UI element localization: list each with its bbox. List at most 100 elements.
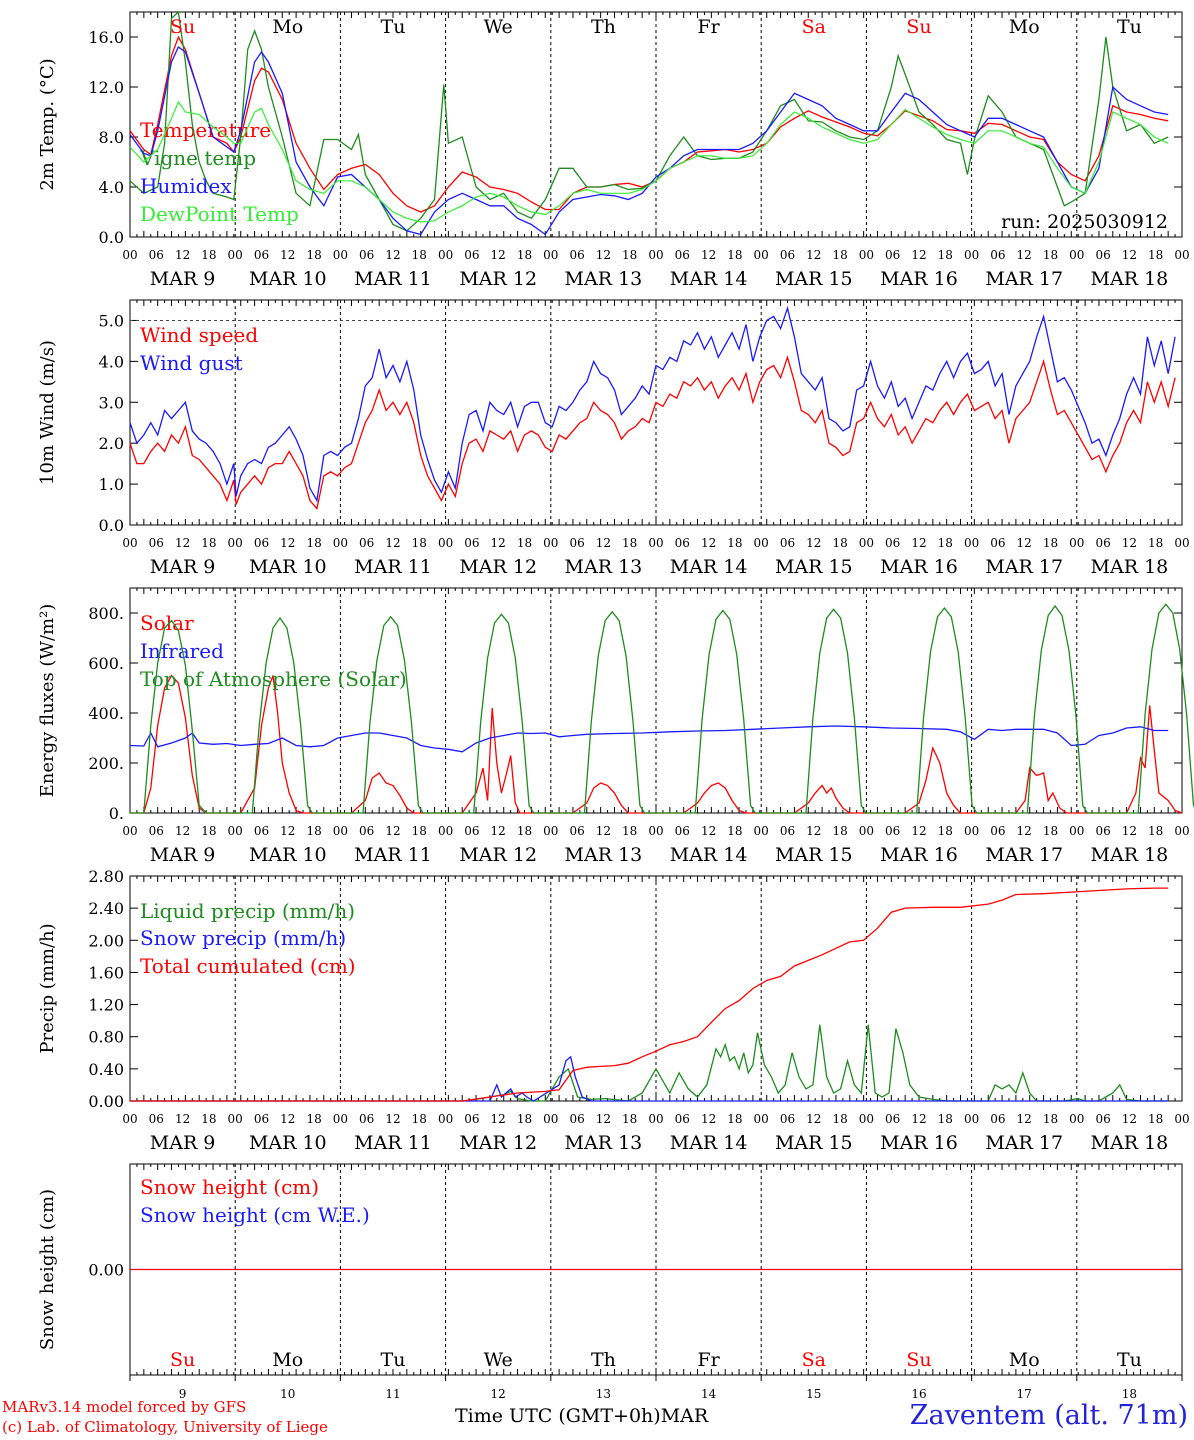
x-hour-label: 06 xyxy=(675,248,690,262)
x-hour-label: 00 xyxy=(1174,536,1189,550)
x-hour-label: 06 xyxy=(464,1112,479,1126)
x-hour-label: 12 xyxy=(1017,1112,1032,1126)
series-line-humidex xyxy=(129,46,1169,236)
x-hour-label: 18 xyxy=(727,824,742,838)
x-hour-label: 00 xyxy=(859,1112,874,1126)
legend-entry: Solar xyxy=(140,611,194,635)
y-axis-label: 2m Temp. (°C) xyxy=(37,58,58,190)
day-number-label: 10 xyxy=(280,1387,295,1401)
x-date-label: MAR 15 xyxy=(775,268,853,290)
x-hour-label: 18 xyxy=(1148,536,1163,550)
legend-entry: DewPoint Temp xyxy=(140,202,299,226)
x-date-label: MAR 10 xyxy=(249,1132,327,1154)
x-hour-label: 12 xyxy=(385,1112,400,1126)
y-tick-label: 2.80 xyxy=(88,867,124,886)
weekday-label: Tu xyxy=(381,1349,406,1371)
y-tick-label: 1.0 xyxy=(99,475,124,494)
x-date-label: MAR 14 xyxy=(670,268,748,290)
weekday-label: Mo xyxy=(272,1349,303,1371)
x-date-label: MAR 9 xyxy=(150,1132,216,1154)
x-hour-label: 12 xyxy=(911,248,926,262)
x-date-label: MAR 12 xyxy=(459,844,537,866)
x-hour-label: 06 xyxy=(464,536,479,550)
x-hour-label: 18 xyxy=(622,536,637,550)
series-line-solar xyxy=(130,674,1183,814)
x-hour-label: 06 xyxy=(885,824,900,838)
x-hour-label: 12 xyxy=(1017,536,1032,550)
x-hour-label: 06 xyxy=(1095,1112,1110,1126)
x-hour-label: 18 xyxy=(306,824,321,838)
x-hour-label: 12 xyxy=(385,824,400,838)
x-hour-label: 18 xyxy=(832,536,847,550)
day-number-label: 14 xyxy=(701,1387,717,1401)
x-date-label: MAR 15 xyxy=(775,844,853,866)
x-hour-label: 00 xyxy=(1069,824,1084,838)
x-hour-label: 12 xyxy=(806,824,821,838)
x-hour-label: 12 xyxy=(385,536,400,550)
x-hour-label: 06 xyxy=(149,824,164,838)
series-line-temperature xyxy=(129,35,1169,213)
x-hour-label: 00 xyxy=(1069,536,1084,550)
x-hour-label: 12 xyxy=(806,1112,821,1126)
x-hour-label: 12 xyxy=(280,536,295,550)
x-hour-label: 18 xyxy=(1043,824,1058,838)
panel-1: 0.0 4.0 8.0 12.0 16.0 2m Temp. (°C) Temperatur… xyxy=(37,10,1190,290)
legend-entry: Snow precip (mm/h) xyxy=(140,926,346,950)
x-hour-label: 18 xyxy=(517,248,532,262)
x-hour-label: 18 xyxy=(201,824,216,838)
weekday-label: We xyxy=(484,16,513,38)
x-hour-label: 00 xyxy=(754,536,769,550)
series-line-total-cumulated-cm- xyxy=(130,887,1169,1102)
x-hour-label: 12 xyxy=(1122,536,1137,550)
legend-entry: Temperature xyxy=(140,118,271,142)
x-hour-label: 06 xyxy=(254,536,269,550)
model-credit: MARv3.14 model forced by GFS xyxy=(2,1398,247,1416)
x-hour-label: 18 xyxy=(832,1112,847,1126)
x-hour-label: 06 xyxy=(569,824,584,838)
x-hour-label: 00 xyxy=(964,824,979,838)
x-hour-label: 12 xyxy=(911,1112,926,1126)
x-hour-label: 00 xyxy=(122,536,137,550)
x-hour-label: 18 xyxy=(622,824,637,838)
y-axis-label: Snow height (cm) xyxy=(37,1189,58,1350)
x-hour-label: 06 xyxy=(675,536,690,550)
x-hour-label: 00 xyxy=(543,1112,558,1126)
x-hour-label: 00 xyxy=(122,248,137,262)
run-label: run: 2025030912 xyxy=(1001,211,1168,233)
series-line-snow-precip-mm-h- xyxy=(130,1055,1169,1102)
y-tick-label: 3.0 xyxy=(99,393,124,412)
x-hour-label: 00 xyxy=(543,536,558,550)
x-hour-label: 06 xyxy=(254,1112,269,1126)
x-hour-label: 00 xyxy=(122,1112,137,1126)
x-axis-month: MAR xyxy=(660,1405,709,1427)
panel-2: 0.0 1.0 2.0 3.0 4.0 5.0 10m Wind (m/s) Wind spe… xyxy=(37,299,1190,578)
x-date-label: MAR 12 xyxy=(459,1132,537,1154)
x-hour-label: 18 xyxy=(201,536,216,550)
x-date-label: MAR 12 xyxy=(459,268,537,290)
x-hour-label: 06 xyxy=(359,824,374,838)
x-hour-label: 00 xyxy=(228,248,243,262)
x-hour-label: 06 xyxy=(780,824,795,838)
lab-credit: (c) Lab. of Climatology, University of L… xyxy=(2,1418,328,1436)
x-date-label: MAR 14 xyxy=(670,1132,748,1154)
x-hour-label: 18 xyxy=(727,248,742,262)
y-tick-label: 800. xyxy=(88,604,124,623)
x-hour-label: 00 xyxy=(859,248,874,262)
x-hour-label: 06 xyxy=(254,824,269,838)
x-hour-label: 12 xyxy=(280,248,295,262)
x-date-label: MAR 18 xyxy=(1091,556,1169,578)
x-hour-label: 00 xyxy=(648,248,663,262)
x-date-label: MAR 17 xyxy=(985,268,1063,290)
legend-entry: Humidex xyxy=(140,174,232,198)
x-date-label: MAR 11 xyxy=(354,844,432,866)
x-hour-label: 12 xyxy=(596,536,611,550)
x-hour-label: 00 xyxy=(964,1112,979,1126)
x-hour-label: 00 xyxy=(648,536,663,550)
y-tick-label: 0.0 xyxy=(99,516,124,535)
x-hour-label: 12 xyxy=(1017,248,1032,262)
x-hour-label: 12 xyxy=(491,824,506,838)
x-hour-label: 00 xyxy=(543,824,558,838)
x-hour-label: 18 xyxy=(517,1112,532,1126)
x-date-label: MAR 12 xyxy=(459,556,537,578)
